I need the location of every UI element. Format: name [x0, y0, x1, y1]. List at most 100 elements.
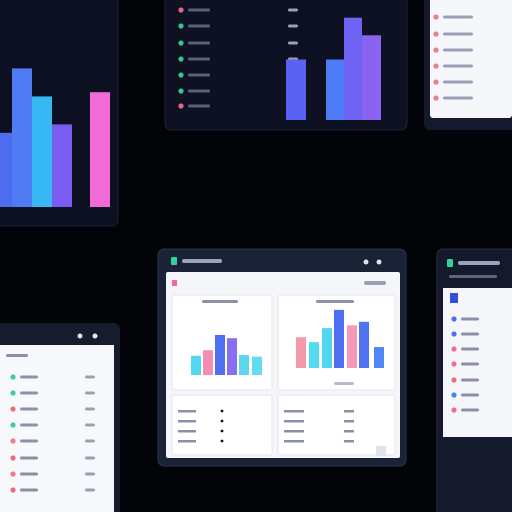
bar — [90, 92, 110, 207]
bar — [326, 59, 344, 120]
bar — [227, 338, 237, 375]
bar — [374, 347, 384, 368]
row-tag — [85, 456, 95, 460]
table-cell — [344, 420, 354, 423]
row-text — [20, 488, 38, 492]
row-text — [461, 317, 479, 321]
window-title — [182, 259, 222, 263]
content — [0, 7, 479, 493]
status-dot — [10, 406, 16, 412]
row-tag — [288, 8, 298, 12]
bar — [362, 35, 381, 120]
bar — [52, 124, 72, 207]
bar — [347, 325, 357, 368]
bar — [215, 335, 225, 375]
row-tag — [288, 41, 298, 45]
row-text — [20, 375, 38, 379]
status-dot — [451, 361, 457, 367]
status-dot — [451, 331, 457, 337]
bar — [32, 96, 52, 207]
row-text — [461, 378, 479, 382]
table-cell — [344, 430, 354, 433]
bar — [252, 356, 262, 375]
status-dot — [451, 316, 457, 322]
table-dot — [220, 409, 224, 413]
card-title — [316, 300, 354, 303]
status-dot — [433, 79, 439, 85]
status-dot — [451, 407, 457, 413]
row-text — [443, 15, 473, 19]
cursor-box — [376, 446, 386, 456]
bar — [191, 355, 201, 375]
status-dot — [178, 40, 184, 46]
status-dot — [178, 103, 184, 109]
status-dot — [178, 72, 184, 78]
table-cell — [284, 420, 304, 423]
status-dot — [10, 455, 16, 461]
window-button[interactable] — [77, 333, 83, 339]
row-tag — [85, 375, 95, 379]
bar — [286, 59, 306, 120]
row-text — [461, 408, 479, 412]
status-dot — [451, 346, 457, 352]
panel-subtitle — [449, 275, 497, 278]
bar — [309, 342, 319, 368]
row-text — [461, 332, 479, 336]
app-icon — [171, 257, 177, 265]
table-card — [277, 394, 396, 456]
status-dot — [433, 47, 439, 53]
row-text — [20, 472, 38, 476]
row-tag — [85, 391, 95, 395]
row-text — [20, 456, 38, 460]
status-dot — [178, 56, 184, 62]
status-dot — [10, 374, 16, 380]
status-dot — [10, 422, 16, 428]
table-card — [171, 394, 273, 456]
bar — [203, 350, 213, 375]
toolbar-control[interactable] — [364, 281, 386, 285]
table-cell — [284, 440, 304, 443]
status-dot — [10, 487, 16, 493]
card-title — [202, 300, 238, 303]
row-text — [188, 89, 210, 93]
row-text — [188, 8, 210, 12]
window-button[interactable] — [376, 259, 382, 265]
table-cell — [178, 430, 196, 433]
status-dot — [451, 377, 457, 383]
window-button[interactable] — [92, 333, 98, 339]
row-text — [188, 24, 210, 28]
row-text — [20, 423, 38, 427]
row-text — [188, 104, 210, 108]
status-dot — [10, 471, 16, 477]
row-text — [443, 96, 473, 100]
row-text — [188, 73, 210, 77]
status-dot — [10, 438, 16, 444]
row-text — [20, 391, 38, 395]
app-icon — [447, 259, 453, 267]
panel-title — [458, 261, 500, 265]
status-dot — [451, 392, 457, 398]
table-cell — [284, 410, 304, 413]
row-text — [443, 48, 473, 52]
row-text — [461, 362, 479, 366]
row-text — [443, 64, 473, 68]
row-text — [443, 32, 473, 36]
row-tag — [85, 488, 95, 492]
bar — [12, 68, 32, 208]
row-tag — [85, 407, 95, 411]
table-dot — [220, 429, 224, 433]
table-cell — [284, 430, 304, 433]
table-cell — [178, 420, 196, 423]
bar — [359, 321, 369, 368]
status-dot — [10, 390, 16, 396]
window-button[interactable] — [363, 259, 369, 265]
row-tag — [85, 423, 95, 427]
status-dot — [178, 23, 184, 29]
table-cell — [344, 410, 354, 413]
bar — [322, 328, 332, 368]
bar — [0, 132, 12, 207]
bar — [296, 337, 306, 368]
row-text — [461, 393, 479, 397]
row-tag — [85, 472, 95, 476]
